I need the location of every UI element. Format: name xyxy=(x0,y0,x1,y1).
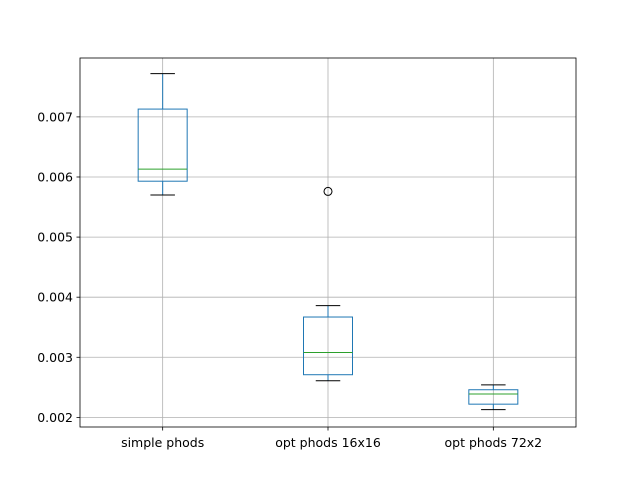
boxes-layer xyxy=(137,73,519,411)
x-tick-label: opt phods 72x2 xyxy=(445,435,543,450)
y-tick-label: 0.003 xyxy=(37,350,73,365)
y-tick-label: 0.007 xyxy=(37,109,73,124)
grid-layer xyxy=(80,58,576,427)
x-tick-label: opt phods 16x16 xyxy=(275,435,381,450)
outlier-point xyxy=(323,186,333,196)
box-1 xyxy=(137,73,188,196)
box-2 xyxy=(303,186,353,382)
x-tick-label: simple phods xyxy=(121,435,204,450)
box-body xyxy=(303,316,353,376)
box-body xyxy=(468,389,519,405)
ticks-layer: 0.002 0.003 0.004 0.005 0.006 0.007 simple pho… xyxy=(37,109,542,450)
y-tick-label: 0.006 xyxy=(37,169,73,184)
box-3 xyxy=(468,384,519,411)
box-body xyxy=(137,108,188,182)
y-tick-label: 0.005 xyxy=(37,230,73,245)
y-tick-label: 0.002 xyxy=(37,410,73,425)
y-tick-label: 0.004 xyxy=(37,290,73,305)
